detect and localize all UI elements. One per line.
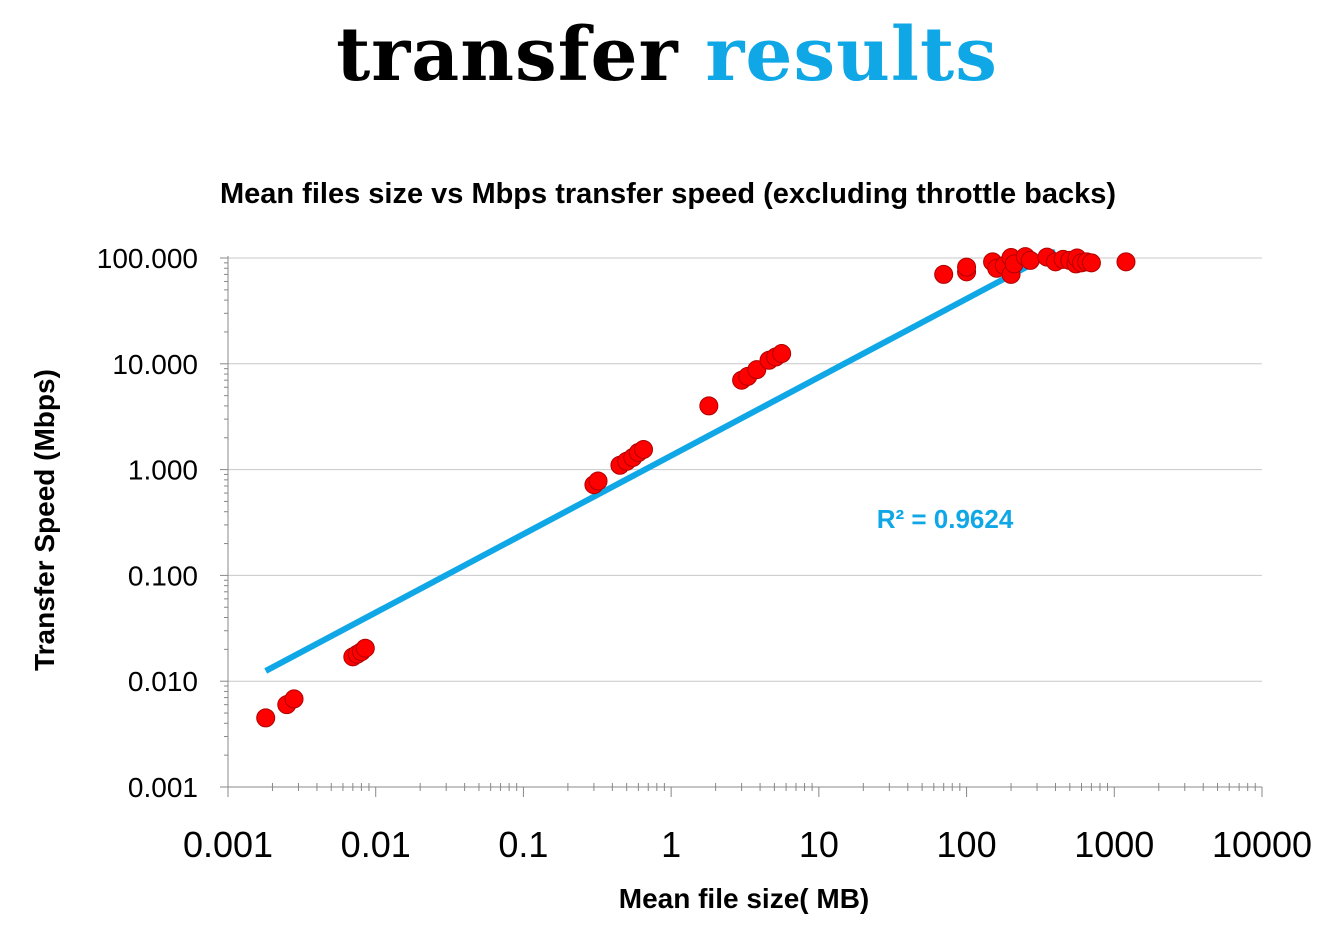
data-point: [934, 264, 954, 284]
data-point: [772, 344, 792, 364]
y-tick-label: 10.000: [112, 349, 198, 380]
y-tick-label: 1.000: [128, 455, 198, 486]
data-point: [355, 638, 375, 658]
axes: [220, 256, 1263, 797]
data-point: [957, 257, 977, 277]
y-tick-label: 0.010: [128, 666, 198, 697]
x-tick-label: 0.001: [183, 824, 273, 865]
x-tick-label: 100: [937, 824, 997, 865]
x-axis-label: Mean file size( MB): [619, 883, 869, 914]
data-point: [284, 689, 304, 709]
chart-title: Mean files size vs Mbps transfer speed (…: [220, 178, 1116, 210]
grid-lines: [228, 257, 1262, 682]
y-tick-label: 0.100: [128, 560, 198, 591]
x-tick-labels: 0.001 0.01 0.1 1 10 100 1000 10000: [183, 824, 1312, 865]
data-point: [1020, 250, 1040, 270]
y-tick-label: 100.000: [97, 243, 198, 274]
page-title-word-1: transfer: [336, 12, 679, 98]
x-tick-label: 10: [799, 824, 839, 865]
data-point: [699, 396, 719, 416]
x-tick-label: 10000: [1212, 824, 1312, 865]
y-axis-label: Transfer Speed (Mbps): [29, 369, 60, 671]
y-tick-label: 0.001: [128, 772, 198, 803]
y-tick-labels: 0.001 0.010 0.100 1.000 10.000 100.000: [97, 243, 198, 803]
data-point: [256, 708, 276, 728]
trendline-layer: [264, 248, 1057, 674]
x-tick-label: 1000: [1074, 824, 1154, 865]
page-title: transfer results: [0, 18, 1334, 92]
x-tick-label: 0.1: [498, 824, 548, 865]
data-point: [588, 471, 608, 491]
trendline: [264, 248, 1057, 674]
page-title-word-2: results: [705, 12, 998, 98]
data-point: [1081, 253, 1101, 273]
x-tick-label: 1: [661, 824, 681, 865]
x-tick-label: 0.01: [341, 824, 411, 865]
r-squared-annotation: R² = 0.9624: [877, 504, 1014, 534]
data-points: [256, 247, 1136, 728]
data-point: [1116, 252, 1136, 272]
data-point: [634, 439, 654, 459]
